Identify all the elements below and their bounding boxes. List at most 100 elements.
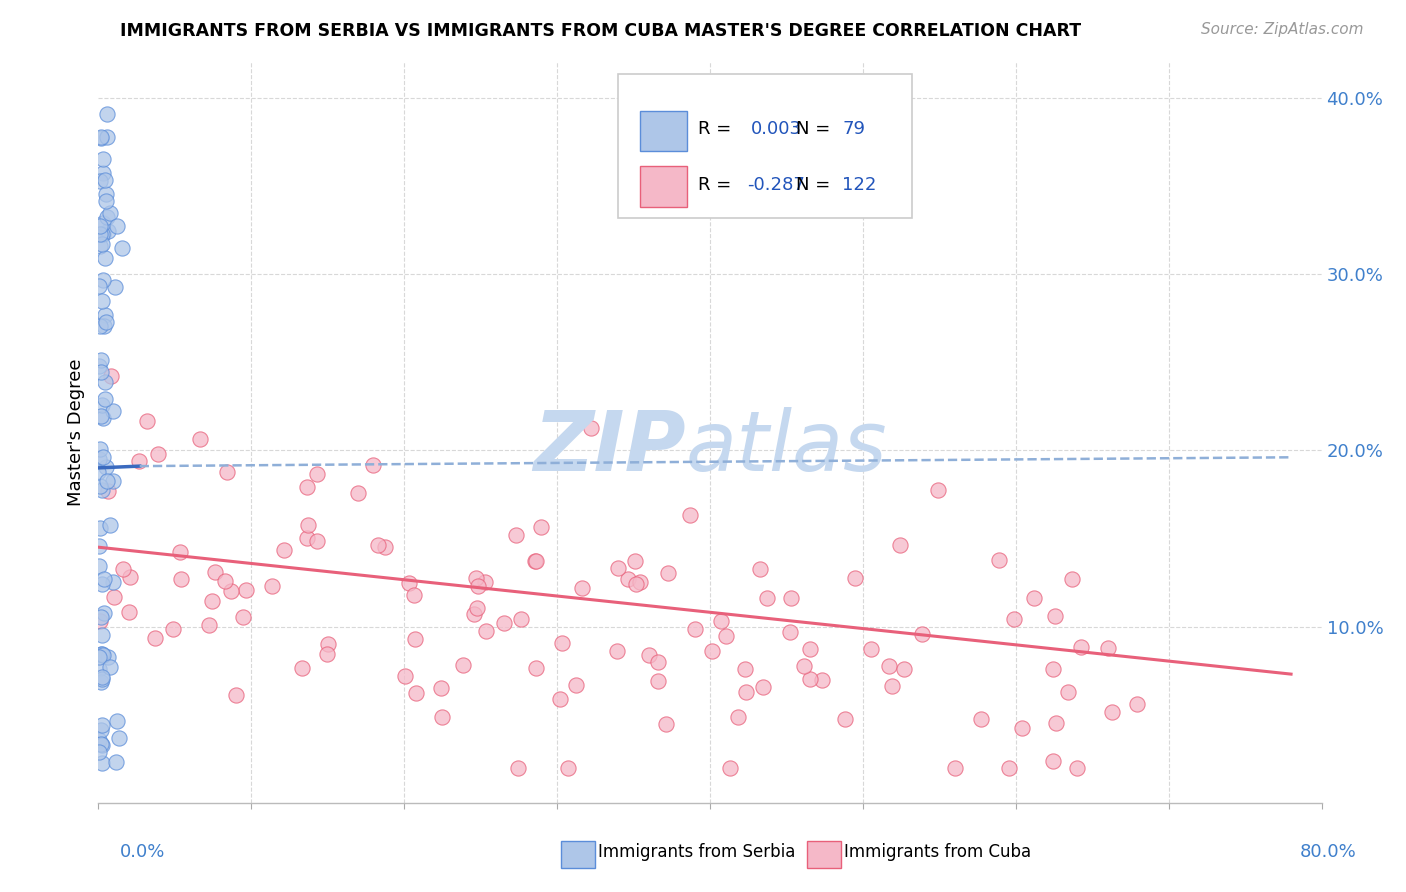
Point bbox=[524, 554, 547, 568]
Point bbox=[90, 610, 112, 624]
Point bbox=[467, 579, 489, 593]
Point bbox=[91, 483, 114, 497]
Point bbox=[93, 319, 115, 334]
Point bbox=[475, 624, 498, 639]
Point bbox=[94, 194, 117, 209]
Point bbox=[530, 520, 553, 534]
Point bbox=[628, 574, 651, 589]
Point bbox=[453, 657, 475, 672]
Point bbox=[551, 635, 574, 649]
Point bbox=[404, 632, 426, 647]
Point bbox=[90, 409, 112, 423]
Text: 122: 122 bbox=[842, 176, 876, 194]
FancyBboxPatch shape bbox=[619, 73, 912, 218]
Point bbox=[87, 662, 110, 676]
Text: atlas: atlas bbox=[686, 407, 887, 488]
Point bbox=[214, 574, 236, 588]
Point bbox=[465, 600, 488, 615]
Point bbox=[623, 553, 645, 567]
Point bbox=[162, 622, 184, 636]
Point bbox=[94, 392, 117, 407]
Point bbox=[714, 629, 737, 643]
Point bbox=[367, 538, 389, 552]
Point bbox=[91, 672, 114, 686]
Point bbox=[405, 686, 427, 700]
Text: IMMIGRANTS FROM SERBIA VS IMMIGRANTS FROM CUBA MASTER'S DEGREE CORRELATION CHART: IMMIGRANTS FROM SERBIA VS IMMIGRANTS FRO… bbox=[120, 22, 1081, 40]
Point bbox=[111, 242, 134, 256]
Point bbox=[810, 673, 832, 687]
Point bbox=[90, 674, 112, 689]
Point bbox=[617, 572, 640, 586]
Point bbox=[96, 107, 118, 121]
Point bbox=[361, 458, 384, 472]
Point bbox=[89, 239, 111, 253]
Point bbox=[799, 672, 821, 686]
Point bbox=[91, 152, 114, 166]
Point bbox=[91, 227, 114, 241]
Point bbox=[1097, 641, 1119, 656]
Text: N =: N = bbox=[796, 120, 835, 138]
Point bbox=[970, 712, 993, 726]
Text: Immigrants from Cuba: Immigrants from Cuba bbox=[844, 843, 1031, 861]
Point bbox=[1042, 754, 1064, 768]
Point bbox=[727, 710, 749, 724]
Point bbox=[834, 712, 856, 726]
Point bbox=[87, 650, 110, 665]
Point bbox=[91, 648, 114, 662]
Point bbox=[889, 538, 911, 552]
Point bbox=[307, 467, 329, 482]
Point bbox=[89, 318, 111, 333]
Point bbox=[104, 280, 127, 294]
Point bbox=[90, 723, 112, 738]
Point bbox=[735, 685, 758, 699]
Point bbox=[262, 579, 284, 593]
Point bbox=[571, 581, 593, 595]
Point bbox=[860, 642, 883, 657]
Bar bbox=[640, 166, 686, 207]
Point bbox=[474, 574, 496, 589]
Point bbox=[943, 760, 966, 774]
Point bbox=[655, 717, 678, 731]
Point bbox=[136, 415, 159, 429]
Point bbox=[93, 572, 115, 586]
Text: 79: 79 bbox=[842, 120, 865, 138]
Point bbox=[430, 681, 453, 695]
Point bbox=[579, 420, 602, 434]
Text: Immigrants from Serbia: Immigrants from Serbia bbox=[598, 843, 794, 861]
Point bbox=[98, 660, 121, 674]
Point bbox=[505, 527, 527, 541]
Point bbox=[170, 572, 193, 586]
Point bbox=[1002, 612, 1025, 626]
Point bbox=[89, 521, 111, 535]
Point bbox=[94, 251, 117, 265]
Point bbox=[91, 273, 114, 287]
Point bbox=[87, 452, 110, 467]
Point bbox=[90, 737, 112, 751]
Point bbox=[880, 679, 903, 693]
Point bbox=[90, 738, 112, 752]
Point bbox=[700, 643, 723, 657]
Point bbox=[647, 674, 669, 689]
Point bbox=[94, 309, 117, 323]
Point bbox=[91, 236, 114, 251]
Point bbox=[90, 131, 112, 145]
Point bbox=[101, 403, 124, 417]
Point bbox=[893, 662, 915, 676]
Text: -0.287: -0.287 bbox=[747, 176, 804, 194]
Point bbox=[112, 562, 135, 576]
Point bbox=[316, 637, 339, 651]
Point bbox=[188, 432, 211, 446]
Text: 0.003: 0.003 bbox=[751, 120, 801, 138]
Point bbox=[89, 442, 111, 456]
Point bbox=[97, 483, 120, 498]
Point bbox=[97, 649, 120, 664]
Point bbox=[305, 534, 328, 549]
Point bbox=[87, 559, 110, 574]
Point bbox=[752, 681, 775, 695]
Point bbox=[89, 614, 111, 628]
Point bbox=[217, 465, 239, 479]
Point bbox=[219, 584, 242, 599]
Text: 80.0%: 80.0% bbox=[1301, 843, 1357, 861]
Point bbox=[430, 710, 453, 724]
Point bbox=[1125, 697, 1147, 711]
